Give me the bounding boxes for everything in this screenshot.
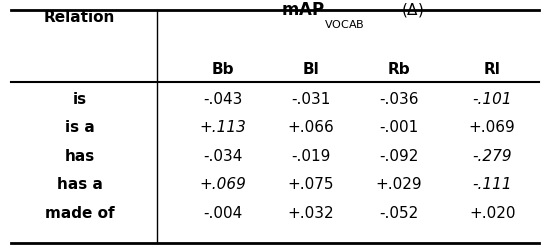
Text: +.020: +.020 [469,206,515,221]
Text: has: has [65,149,95,164]
Text: -.279: -.279 [472,149,512,164]
Text: Relation: Relation [44,10,116,25]
Text: -.101: -.101 [472,92,512,107]
Text: -.031: -.031 [291,92,331,107]
Text: is a: is a [65,120,95,135]
Text: $\mathbf{mAP}$: $\mathbf{mAP}$ [281,1,324,19]
Text: -.052: -.052 [379,206,419,221]
Text: -.019: -.019 [291,149,331,164]
Text: -.092: -.092 [379,149,419,164]
Text: Bl: Bl [302,62,319,77]
Text: -.043: -.043 [203,92,243,107]
Text: +.066: +.066 [287,120,334,135]
Text: -.034: -.034 [203,149,243,164]
Text: -.001: -.001 [379,120,419,135]
Text: +.069: +.069 [469,120,516,135]
Text: +.069: +.069 [199,177,246,192]
Text: -.036: -.036 [379,92,419,107]
Text: $(\Delta)$: $(\Delta)$ [400,1,424,19]
Text: +.029: +.029 [376,177,422,192]
Text: Bb: Bb [212,62,234,77]
Text: Rb: Rb [387,62,410,77]
Text: made of: made of [45,206,114,221]
Text: +.075: +.075 [288,177,334,192]
Text: Rl: Rl [484,62,500,77]
Text: +.113: +.113 [199,120,246,135]
Text: +.032: +.032 [288,206,334,221]
Text: $\rm{VOCAB}$: $\rm{VOCAB}$ [324,18,365,30]
Text: is: is [73,92,87,107]
Text: -.111: -.111 [472,177,512,192]
Text: has a: has a [57,177,103,192]
Text: -.004: -.004 [203,206,243,221]
